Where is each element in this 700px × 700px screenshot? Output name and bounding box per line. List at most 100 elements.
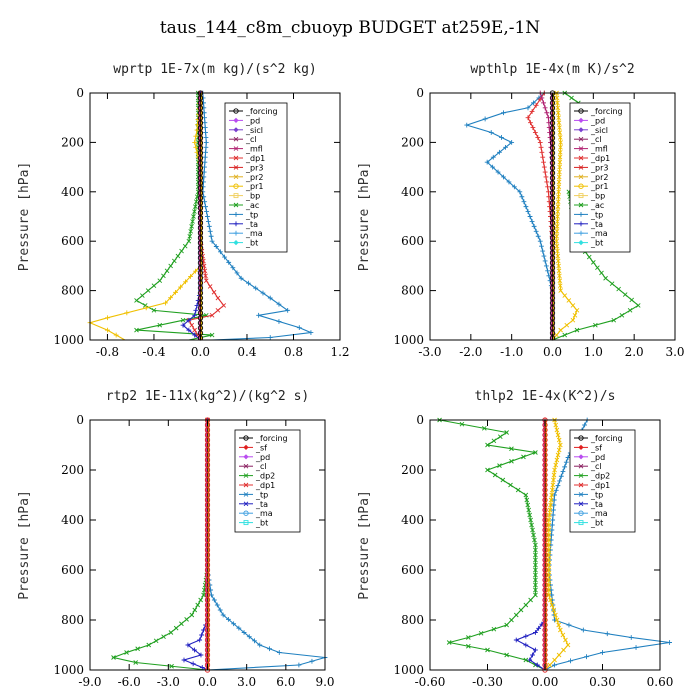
data-point [497, 149, 502, 155]
data-point [586, 254, 592, 260]
zero-profile-point [549, 115, 556, 121]
data-point [556, 120, 562, 125]
zero-profile-point [197, 155, 204, 161]
data-point [185, 642, 191, 648]
zero-profile-point [204, 457, 211, 463]
legend-label: _pr1 [245, 182, 263, 191]
data-point [466, 635, 471, 640]
data-point [557, 130, 563, 135]
data-point [535, 233, 541, 239]
zero-profile-point [197, 275, 204, 281]
data-point [552, 657, 557, 663]
legend-marker [578, 501, 584, 507]
data-point [186, 317, 192, 323]
data-point [553, 487, 559, 493]
data-point [555, 204, 561, 209]
data-point [260, 290, 266, 296]
x-tick-label: 0.30 [589, 675, 616, 689]
zero-profile-point [204, 577, 211, 583]
zero-profile-point [549, 210, 556, 216]
data-point [533, 562, 538, 568]
legend-marker [233, 202, 239, 208]
data-point [175, 253, 181, 259]
data-point [145, 288, 151, 293]
data-point [556, 179, 562, 185]
data-point [161, 273, 166, 279]
data-point [548, 497, 554, 503]
legend-marker [578, 146, 584, 151]
data-point [521, 199, 527, 205]
data-point [556, 437, 562, 443]
data-point [523, 204, 529, 210]
zero-profile-point [204, 657, 211, 663]
data-point [537, 238, 543, 244]
zero-profile-point [204, 552, 211, 558]
zero-profile-point [549, 315, 556, 321]
legend-marker [578, 202, 584, 208]
legend-marker [578, 193, 584, 199]
zero-profile-point [542, 652, 548, 658]
data-point [554, 617, 560, 623]
data-point [555, 452, 561, 458]
zero-profile-point [204, 537, 211, 543]
data-point [556, 189, 561, 195]
data-point [446, 640, 452, 645]
zero-profile-point [204, 497, 211, 503]
data-point [533, 567, 538, 573]
data-point [231, 621, 237, 627]
zero-profile-point [204, 532, 211, 538]
legend-marker [578, 230, 584, 236]
zero-profile-point [204, 492, 211, 498]
data-point [497, 463, 502, 468]
data-point [546, 562, 552, 568]
data-point [523, 492, 529, 498]
data-point [525, 105, 531, 111]
legend-marker [578, 492, 584, 497]
zero-profile-point [204, 482, 211, 488]
y-tick-label: 1000 [53, 333, 84, 347]
x-tick-label: 0.0 [543, 345, 562, 359]
zero-profile-point [204, 442, 211, 448]
data-point [529, 219, 535, 224]
zero-profile-point [542, 607, 548, 613]
y-axis-label: Pressure [hPa] [17, 162, 32, 272]
legend-label: _ma [590, 509, 608, 518]
data-point [206, 223, 212, 229]
data-point [574, 308, 580, 313]
data-point [191, 214, 196, 219]
data-point [187, 233, 193, 239]
chart-title: rtp2 1E-11x(kg^2)/(kg^2 s) [106, 389, 310, 404]
zero-profile-point [542, 537, 548, 543]
data-point [178, 284, 183, 290]
zero-profile-point [204, 447, 211, 453]
data-point [533, 228, 539, 234]
zero-profile-point [197, 320, 204, 326]
zero-profile-point [197, 125, 204, 131]
zero-profile-point [204, 527, 211, 533]
zero-profile-point [549, 175, 556, 181]
data-point [550, 517, 556, 523]
legend-marker [578, 165, 584, 170]
data-point [546, 577, 552, 583]
data-point [570, 317, 576, 323]
data-point [551, 472, 557, 478]
data-point [517, 189, 523, 195]
data-point [509, 140, 515, 145]
data-point [549, 492, 555, 498]
data-point [163, 300, 168, 306]
y-tick-label: 800 [401, 613, 424, 627]
data-point [554, 457, 560, 463]
data-point [194, 127, 200, 133]
legend-label: _mfl [245, 145, 263, 154]
data-point [555, 105, 561, 111]
zero-profile-point [542, 552, 548, 558]
zero-profile-point [204, 612, 211, 618]
data-point [557, 278, 563, 284]
data-point [179, 621, 184, 627]
data-point [199, 665, 205, 670]
x-tick-label: 2.0 [625, 345, 644, 359]
data-point [203, 144, 209, 150]
data-point [552, 662, 557, 668]
data-point [518, 607, 524, 613]
data-point [548, 502, 553, 508]
